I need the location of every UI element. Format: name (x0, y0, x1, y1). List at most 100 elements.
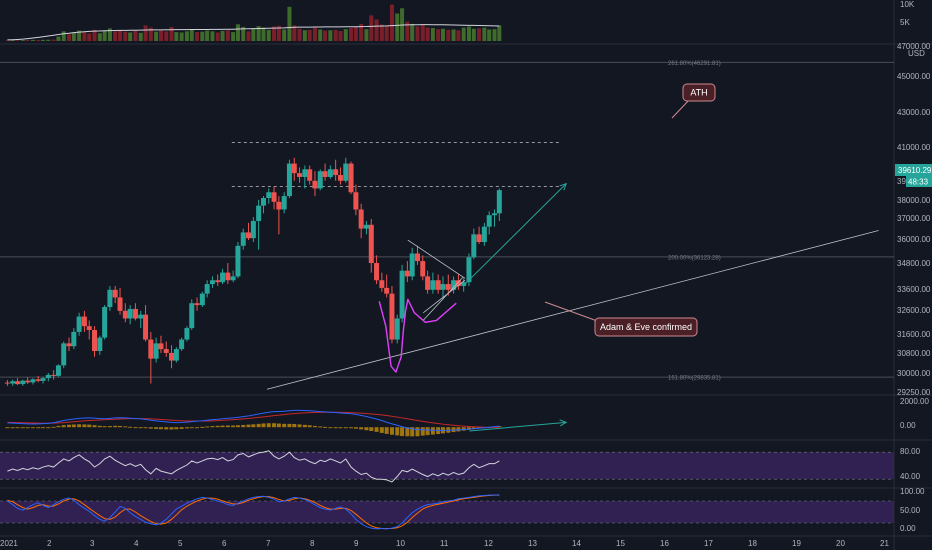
price-tick: 36000.00 (897, 235, 931, 244)
candle-body (246, 232, 252, 239)
volume-bar (323, 30, 328, 41)
candle-body (225, 272, 231, 281)
ath-callout-pointer (671, 98, 691, 119)
volume-bar (261, 27, 266, 41)
macd-histogram-bar (312, 425, 317, 428)
volume-bar (395, 13, 400, 41)
volume-bar (405, 21, 410, 41)
volume-bar (225, 30, 230, 41)
macd-histogram-bar (369, 427, 374, 431)
candle-body (209, 280, 215, 285)
macd-arrow-head (559, 419, 568, 427)
time-label: 21 (880, 539, 889, 548)
time-label: 8 (310, 539, 315, 548)
candle-body (333, 169, 339, 176)
price-tick: 47000.00 (897, 42, 931, 51)
macd-histogram-bar (231, 425, 236, 428)
volume-bar (349, 28, 354, 41)
candle-body (81, 316, 87, 327)
candle-body (122, 310, 128, 319)
candle-body (143, 314, 149, 340)
volume-bar (256, 26, 261, 41)
volume-bar (471, 28, 476, 41)
macd-histogram-bar (225, 425, 230, 428)
volume-bar (20, 40, 25, 41)
rsi-line (7, 450, 500, 483)
volume-bar (487, 29, 492, 41)
volume-bar (441, 28, 445, 41)
volume-bar (179, 32, 184, 41)
volume-bar (56, 36, 61, 41)
macd-histogram-bar (389, 427, 394, 435)
volume-bar (5, 40, 10, 41)
fib-level-label: 261.80%(46291.81) (668, 61, 721, 67)
adam-eve-callout-label: Adam & Eve confirmed (600, 322, 692, 332)
candle-body (230, 276, 236, 281)
candle-body (45, 374, 51, 379)
macd-histogram-bar (272, 423, 277, 428)
macd-histogram-bar (359, 427, 364, 430)
candle-body (307, 169, 313, 181)
macd-histogram-bar (246, 424, 251, 428)
stoch-axis-label: 100.00 (900, 487, 925, 496)
candle-body (297, 173, 303, 177)
triangle-top-line (407, 239, 466, 279)
candle-body (92, 329, 98, 352)
time-label: 20 (836, 539, 845, 548)
price-axis[interactable]: 10K 5K 47000.00 USD 45000.00 43000.00 41… (895, 0, 932, 533)
stoch-axis-label: 0.00 (900, 524, 916, 533)
candle-body (368, 224, 374, 264)
macd-histogram-bar (210, 426, 215, 428)
candle-body (86, 326, 92, 330)
volume-bar (276, 25, 281, 41)
macd-histogram-bar (61, 425, 66, 428)
adam-eve-callout-pointer (544, 301, 601, 323)
macd-histogram-bar (10, 427, 15, 429)
macd-histogram-bar (497, 426, 502, 428)
volume-bar (374, 19, 379, 41)
time-axis[interactable]: 2021 2 3 4 5 6 7 8 9 10 11 12 13 14 15 1… (0, 539, 889, 548)
time-label: 19 (792, 539, 801, 548)
candle-body (215, 280, 221, 283)
candle-body (420, 261, 426, 277)
volume-bar (30, 39, 35, 41)
candle-body (476, 234, 482, 242)
candle-body (199, 293, 205, 306)
volume-bar (359, 23, 364, 41)
volume-bar (36, 39, 41, 41)
macd-histogram-bar (123, 426, 128, 428)
candle-body (491, 213, 497, 216)
long-trendline (266, 230, 879, 390)
volume-bar (379, 24, 384, 41)
volume-bar (231, 32, 236, 41)
rsi-axis-label: 40.00 (900, 472, 921, 481)
volume-bar (82, 32, 87, 41)
adam-eve-callout[interactable]: Adam & Eve confirmed (544, 301, 698, 337)
candle-body (363, 224, 369, 229)
volume-bar (71, 32, 76, 41)
macd-histogram-bar (364, 427, 369, 431)
macd-histogram-bar (87, 424, 92, 428)
time-label: 17 (704, 539, 713, 548)
volume-bar (195, 32, 200, 41)
volume-bar (128, 32, 133, 41)
current-price-tag (895, 164, 932, 176)
time-label: 7 (266, 539, 271, 548)
candle-body (353, 192, 359, 210)
target-arrow (464, 183, 567, 285)
macd-histogram-bar (169, 427, 174, 430)
fib-level-label: 200.00%(36123.28) (668, 255, 721, 261)
candle-body (322, 171, 328, 177)
volume-bar (46, 39, 51, 41)
macd-histogram-bar (71, 424, 76, 428)
ath-callout[interactable]: ATH (671, 83, 716, 119)
wedge-line (422, 279, 466, 314)
volume-bar (148, 27, 153, 41)
time-label: 11 (440, 539, 449, 548)
candle-body (189, 303, 195, 329)
candle-body (276, 201, 282, 210)
volume-bar (292, 25, 297, 41)
candle-body (194, 303, 200, 306)
candle-body (404, 270, 410, 277)
